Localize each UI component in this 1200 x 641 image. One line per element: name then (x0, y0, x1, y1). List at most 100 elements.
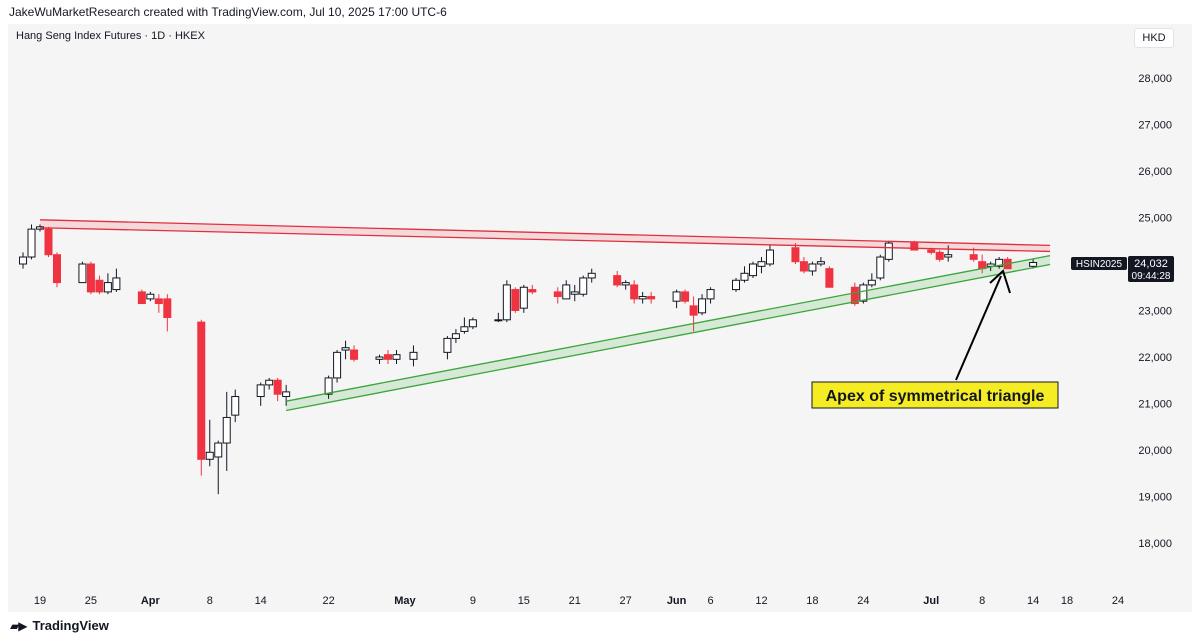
candle-body (214, 442, 223, 458)
candle-body (502, 284, 511, 321)
candle-body (333, 351, 342, 379)
candle-up (621, 280, 630, 290)
candle-body (392, 354, 401, 360)
candle-down (613, 270, 622, 288)
candle-body (222, 416, 231, 444)
candle-body (791, 247, 800, 263)
candle-body (681, 291, 690, 302)
candle-body (468, 319, 477, 328)
x-tick-label: 8 (979, 595, 985, 607)
candle-up (460, 317, 469, 334)
y-tick-label: 27,000 (1138, 120, 1172, 132)
candle-body (638, 296, 647, 300)
candle-body (553, 291, 562, 298)
candle-up (816, 257, 825, 267)
candle-body (876, 256, 885, 279)
candle-down (681, 289, 690, 304)
x-tick-label: 8 (207, 595, 213, 607)
support-upper-line (286, 254, 1051, 402)
candle-up (672, 289, 681, 309)
time-axis: 19 25 Apr 8 14 22 May 9 15 21 27 Jun 6 12 18 24 Jul 8 14 18… (34, 595, 1124, 607)
candle-up (884, 240, 893, 262)
last-price-tag (1128, 256, 1174, 282)
candle-up (409, 345, 418, 367)
resistance-band (40, 219, 1051, 252)
candle-body (740, 272, 749, 281)
annotation-text: Apex of symmetrical triangle (826, 388, 1045, 405)
candle-body (672, 291, 681, 302)
candle-down (95, 275, 104, 295)
x-tick-label: 6 (707, 595, 713, 607)
candle-down (197, 319, 206, 476)
candle-body (103, 282, 112, 293)
candle-up (468, 317, 477, 330)
candle-up (765, 245, 774, 267)
candle-body (19, 256, 28, 265)
symbol-tag (1071, 257, 1127, 270)
y-tick-label: 28,000 (1138, 73, 1172, 85)
candle-body (282, 391, 291, 398)
tradingview-brand: TradingView (32, 618, 109, 633)
candle-body (231, 396, 240, 416)
candle-up (231, 389, 240, 423)
candle-up (562, 280, 571, 300)
candle-up (282, 384, 291, 406)
y-tick-label: 26,000 (1138, 166, 1172, 178)
candle-down (935, 250, 944, 262)
candle-up (341, 340, 350, 360)
x-tick-label: 12 (755, 595, 767, 607)
candle-up (706, 287, 715, 304)
candle-body (748, 263, 757, 277)
x-tick-label: 25 (85, 595, 97, 607)
candle-body (757, 261, 766, 267)
candle-down (825, 266, 834, 288)
candle-body (112, 277, 121, 291)
candle-up (375, 354, 384, 364)
candle-body (706, 289, 715, 300)
x-tick-label: 24 (857, 595, 869, 607)
candle-body (528, 289, 537, 293)
candle-body (78, 263, 87, 284)
candle-up (324, 375, 333, 399)
candle-down (791, 243, 800, 264)
candle-up (265, 377, 274, 390)
resistance-lower-line (39, 227, 1051, 253)
x-tick-label: 21 (569, 595, 581, 607)
currency-button[interactable]: HKD (1134, 28, 1174, 48)
candle-up (757, 257, 766, 274)
candle-body (511, 289, 520, 312)
candle-up (638, 291, 647, 304)
x-tick-label: 14 (255, 595, 267, 607)
candle-body (613, 275, 622, 286)
candle-body (859, 284, 868, 302)
candle-body (621, 282, 630, 286)
x-tick-label: 18 (806, 595, 818, 607)
candle-body (570, 291, 579, 295)
candle-up (443, 336, 452, 360)
candle-body (808, 263, 817, 272)
candle-body (927, 249, 936, 253)
chart-pane[interactable] (8, 24, 1192, 612)
candle-body (350, 349, 359, 360)
y-tick-label: 22,000 (1138, 352, 1172, 364)
candle-body (146, 293, 155, 300)
candle-up (27, 224, 36, 260)
resistance-upper-line (39, 219, 1051, 247)
candle-body (384, 354, 393, 360)
candle-body (163, 298, 172, 318)
candle-up (808, 261, 817, 276)
candle-body (562, 284, 571, 300)
candle-body (375, 356, 384, 360)
x-tick-label: 18 (1061, 595, 1073, 607)
y-tick-label: 18,000 (1138, 538, 1172, 550)
candle-up (570, 284, 579, 302)
candle-body (409, 351, 418, 360)
candle-body (273, 379, 282, 395)
candle-body (799, 261, 808, 272)
candle-body (197, 321, 206, 460)
candle-down (511, 287, 520, 313)
tradingview-logo-icon: ▰▶ (10, 618, 27, 633)
candle-down (44, 226, 53, 258)
y-tick-label: 25,000 (1138, 213, 1172, 225)
